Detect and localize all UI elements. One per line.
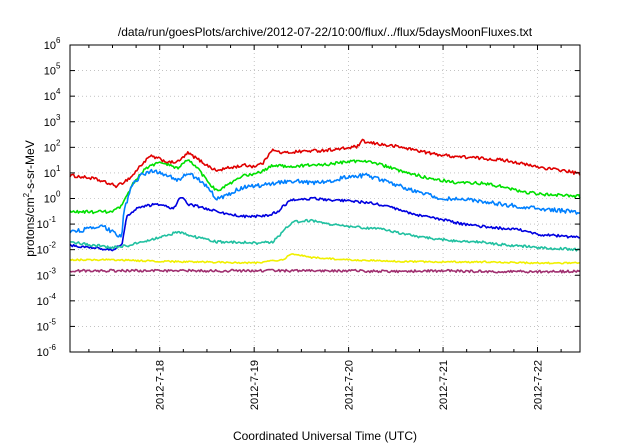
y-tick-label: 10-5 <box>37 317 57 333</box>
axis-ticks: 10-6 10-5 10-4 10-3 10-2 10-1 100 101 102 103 104 1… <box>37 36 580 410</box>
y-tick-label: 103 <box>44 113 61 129</box>
series-line <box>69 138 581 189</box>
x-tick-label: 2012-7-22 <box>533 360 545 410</box>
series-line <box>69 168 581 238</box>
y-axis-label-group: protons/cm2-s-sr-MeV <box>22 140 37 256</box>
y-tick-label: 10-1 <box>37 215 57 231</box>
chart-title: /data/run/goesPlots/archive/2012-07-22/1… <box>118 25 533 39</box>
series-line <box>69 196 581 252</box>
y-tick-label: 100 <box>44 190 61 206</box>
series-line <box>69 268 581 274</box>
x-tick-label: 2012-7-19 <box>249 360 261 410</box>
y-axis-label: protons/cm2-s-sr-MeV <box>22 140 37 256</box>
series-line <box>69 218 581 252</box>
series-line <box>69 159 581 215</box>
x-tick-label: 2012-7-18 <box>155 360 167 410</box>
y-tick-label: 104 <box>44 87 61 103</box>
grid-lines <box>70 45 580 352</box>
data-series-group <box>69 138 581 274</box>
x-tick-label: 2012-7-20 <box>344 360 356 410</box>
y-tick-label: 10-2 <box>37 241 57 257</box>
y-tick-label: 102 <box>44 138 61 154</box>
y-tick-label: 10-3 <box>37 266 57 282</box>
y-tick-label: 101 <box>44 164 61 180</box>
x-tick-label: 2012-7-21 <box>438 360 450 410</box>
y-tick-label: 106 <box>44 36 61 52</box>
y-tick-label: 10-6 <box>37 343 57 359</box>
series-line <box>69 253 581 265</box>
x-axis-label: Coordinated Universal Time (UTC) <box>233 429 417 443</box>
y-tick-label: 10-4 <box>37 292 57 308</box>
y-tick-label: 105 <box>44 62 61 78</box>
